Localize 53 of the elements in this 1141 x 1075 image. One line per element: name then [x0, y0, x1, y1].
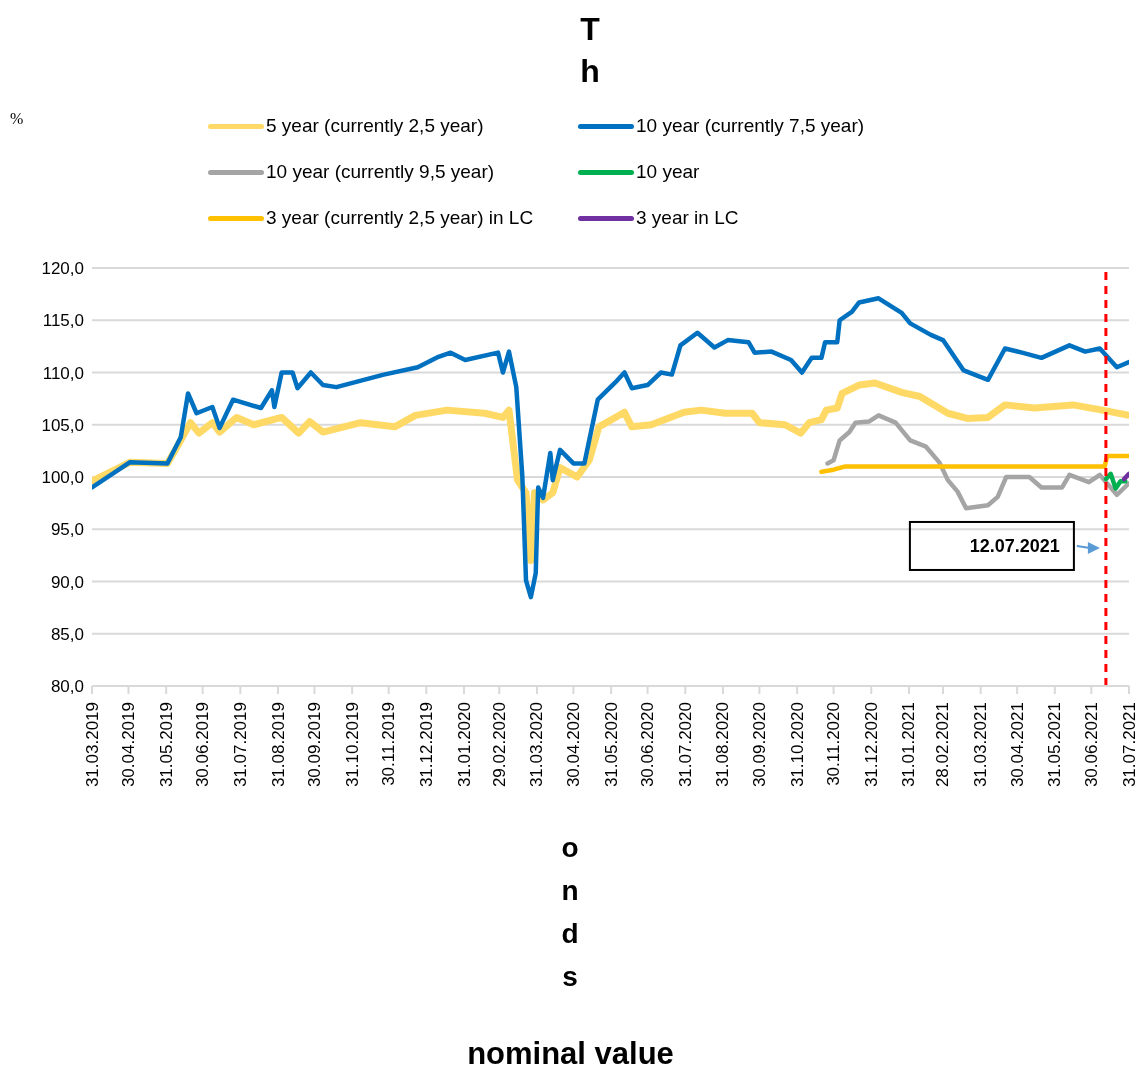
x-tick-label: 31.01.2021 — [899, 702, 919, 788]
x-tick-label: 30.06.2019 — [193, 702, 213, 788]
x-tick-label: 31.07.2019 — [230, 702, 250, 788]
line-series — [819, 453, 1129, 475]
y-tick-label: 110,0 — [42, 363, 84, 383]
x-tick-label: 31.03.2019 — [82, 702, 102, 788]
x-tick-label: 31.05.2020 — [601, 702, 621, 788]
legend-label: 10 year (currently 9,5 year) — [266, 161, 495, 183]
chart-title: Th — [579, 10, 601, 91]
y-tick-label: 85,0 — [50, 624, 84, 644]
line-series — [1103, 471, 1128, 491]
x-tick-label: 30.06.2020 — [638, 702, 658, 788]
text: nominal value — [466, 1036, 675, 1072]
legend-label: 10 year — [636, 161, 700, 183]
legend-label: 3 year (currently 2,5 year) in LC — [266, 207, 534, 229]
ref-line-label: 12.07.2021 — [969, 535, 1060, 556]
x-tick-label: 31.08.2019 — [268, 702, 288, 788]
x-tick-label: 28.02.2021 — [933, 702, 953, 788]
x-tick-label: 31.10.2019 — [342, 702, 362, 788]
x-axis-title: onds — [560, 831, 580, 994]
x-tick-label: 30.09.2020 — [749, 702, 769, 788]
x-tick-label: 30.09.2019 — [304, 702, 324, 788]
x-tick-label: 30.04.2021 — [1007, 702, 1027, 788]
line-series — [92, 296, 1129, 600]
x-tick-label: 29.02.2020 — [489, 702, 509, 788]
y-tick-label: 120,0 — [41, 259, 84, 279]
x-tick-label: 31.07.2021 — [1119, 702, 1139, 788]
x-tick-label: 30.04.2020 — [563, 702, 583, 788]
text: % — [10, 110, 24, 128]
x-tick-label: 30.11.2020 — [824, 702, 844, 786]
legend-label: 5 year (currently 2,5 year) — [266, 115, 484, 137]
x-tick-label: 31.07.2020 — [675, 702, 695, 788]
y-tick-label: 95,0 — [50, 520, 84, 540]
x-tick-label: 30.04.2019 — [118, 702, 138, 788]
y-tick-label: 80,0 — [50, 677, 84, 697]
x-tick-label: 31.12.2020 — [861, 702, 881, 788]
x-tick-label: 31.12.2019 — [416, 702, 436, 788]
x-tick-label: 31.03.2020 — [527, 702, 547, 788]
legend-label: 3 year in LC — [636, 207, 739, 229]
y-tick-label: 115,0 — [42, 311, 84, 331]
x-tick-label: 31.01.2020 — [454, 702, 474, 788]
x-tick-label: 30.11.2019 — [379, 702, 399, 786]
line-series — [825, 413, 1129, 511]
x-tick-label: 30.06.2021 — [1081, 702, 1101, 788]
y-tick-label: 105,0 — [41, 415, 84, 435]
x-tick-label: 31.05.2019 — [156, 702, 176, 788]
x-tick-label: 31.10.2020 — [787, 702, 807, 788]
y-tick-label: 100,0 — [41, 468, 84, 488]
legend-label: 10 year (currently 7,5 year) — [636, 115, 865, 137]
x-tick-label: 31.05.2021 — [1045, 702, 1065, 788]
x-tick-label: 31.08.2020 — [713, 702, 733, 788]
y-tick-label: 90,0 — [50, 572, 84, 592]
x-tick-label: 31.03.2021 — [971, 702, 991, 788]
